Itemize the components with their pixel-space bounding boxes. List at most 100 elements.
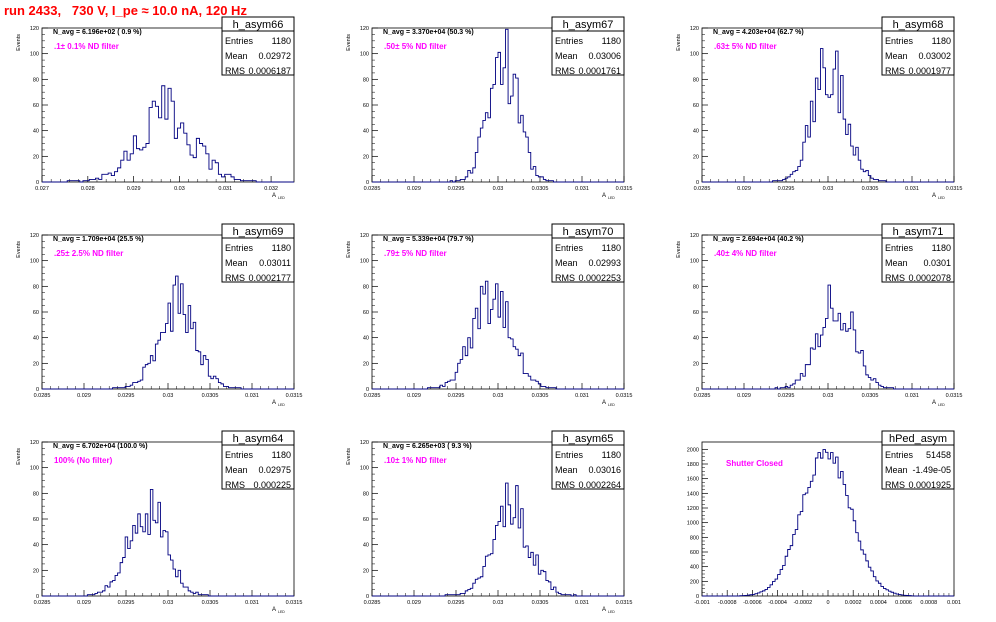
stats-value: 0.03006 (588, 51, 621, 61)
panel-hPed_asym: 0 200 400 600 800 1000 1200 1400 1600 1800 2000 -0.… (687, 430, 961, 606)
x-axis-label: A (602, 193, 606, 199)
y-axis-label: Events (346, 448, 352, 465)
stats-label: Mean (885, 51, 908, 61)
x-axis-subscript: LED (278, 196, 285, 200)
panel-h_asym65: 0 20 40 60 80 100 120 0.0285 0.029 0.0295 0.03 0.03… (346, 430, 632, 614)
stats-label: RMS (555, 273, 575, 283)
stats-label: Entries (885, 36, 914, 46)
x-axis-subscript: LED (608, 196, 615, 200)
y-tick-label: 20 (693, 361, 699, 367)
x-tick-label: 0.03 (174, 186, 185, 192)
x-tick-label: 0.031 (575, 393, 589, 399)
y-tick-label: 60 (33, 310, 39, 316)
histogram-line (372, 482, 624, 597)
x-axis-label: A (272, 400, 276, 406)
stats-label: Mean (885, 465, 908, 475)
stats-value: 0.0001977 (908, 66, 951, 76)
stats-label: Entries (225, 243, 254, 253)
stats-label: Mean (225, 51, 248, 61)
stats-label: RMS (885, 480, 905, 490)
y-tick-label: 20 (363, 568, 369, 574)
y-tick-label: 100 (360, 466, 369, 472)
x-tick-label: 0.03 (823, 393, 834, 399)
stats-label: RMS (555, 480, 575, 490)
stats-value: 1180 (602, 243, 621, 253)
stats-box (221, 430, 295, 490)
y-tick-label: 100 (30, 52, 39, 58)
y-tick-label: 1200 (687, 506, 699, 512)
y-axis-label: Events (16, 241, 22, 258)
x-tick-label: 0.0305 (202, 393, 219, 399)
filter-label: .50± 5% ND filter (384, 42, 447, 51)
y-tick-label: 60 (363, 517, 369, 523)
stats-title: h_asym65 (563, 433, 614, 445)
x-tick-label: 0.0315 (616, 393, 633, 399)
y-tick-label: 80 (693, 77, 699, 83)
y-axis-label: Events (16, 34, 22, 51)
y-tick-label: 1400 (687, 491, 699, 497)
histogram-line (372, 28, 624, 183)
stats-value: 0.0001925 (908, 480, 951, 490)
x-axis-subscript: LED (278, 403, 285, 407)
x-tick-label: 0.03 (493, 186, 504, 192)
stats-label: Entries (885, 450, 914, 460)
x-tick-label: -0.0006 (743, 600, 762, 606)
stats-box (881, 16, 955, 76)
y-tick-label: 20 (33, 568, 39, 574)
x-tick-label: 0.0305 (532, 600, 549, 606)
navg-label: N_avg = 6.196e+02 ( 0.9 %) (53, 29, 142, 36)
x-tick-label: 0.028 (81, 186, 95, 192)
x-tick-label: 0.031 (905, 186, 919, 192)
stats-box (221, 223, 295, 283)
stats-title: hPed_asym (889, 433, 947, 445)
stats-title: h_asym69 (233, 226, 284, 238)
stats-label: RMS (225, 480, 245, 490)
y-tick-label: 20 (693, 154, 699, 160)
stats-title: h_asym68 (893, 19, 944, 31)
stats-value: 0.02972 (258, 51, 291, 61)
x-tick-label: 0.0295 (448, 186, 465, 192)
y-tick-label: 1000 (687, 521, 699, 527)
y-tick-label: 120 (360, 26, 369, 32)
y-tick-label: 120 (30, 26, 39, 32)
histogram-line (702, 449, 954, 597)
x-tick-label: 0.0305 (202, 600, 219, 606)
stats-label: Mean (555, 51, 578, 61)
y-tick-label: 120 (360, 440, 369, 446)
x-tick-label: 0.029 (407, 186, 421, 192)
stats-value: 1180 (272, 243, 291, 253)
navg-label: N_avg = 2.694e+04 (40.2 %) (713, 236, 804, 243)
x-axis-label: A (602, 607, 606, 613)
stats-title: h_asym67 (563, 19, 614, 31)
histogram-line (702, 48, 954, 183)
y-tick-label: 400 (690, 565, 699, 571)
y-tick-label: 1800 (687, 462, 699, 468)
x-tick-label: 0.0315 (286, 393, 303, 399)
y-tick-label: 0 (366, 594, 369, 600)
x-tick-label: 0.03 (163, 393, 174, 399)
y-axis-label: Events (676, 241, 682, 258)
x-tick-label: 0.0006 (895, 600, 912, 606)
x-axis-label: A (932, 193, 936, 199)
x-axis-label: A (932, 400, 936, 406)
stats-value: 0.03002 (918, 51, 951, 61)
y-tick-label: 40 (363, 336, 369, 342)
y-tick-label: 40 (693, 336, 699, 342)
panel-h_asym70: 0 20 40 60 80 100 120 0.0285 0.029 0.0295 0.03 0.03… (346, 223, 633, 407)
y-tick-label: 120 (690, 233, 699, 239)
navg-label: N_avg = 1.709e+04 (25.5 %) (53, 236, 144, 243)
y-tick-label: 100 (30, 259, 39, 265)
y-tick-label: 40 (33, 129, 39, 135)
panel-h_asym69: 0 20 40 60 80 100 120 0.0285 0.029 0.0295 0.03 0.03… (16, 223, 303, 407)
stats-value: 0.0002264 (578, 480, 621, 490)
y-tick-label: 0 (36, 180, 39, 186)
histogram-line (42, 275, 294, 390)
y-tick-label: 80 (363, 284, 369, 290)
y-tick-label: 1600 (687, 477, 699, 483)
x-tick-label: 0.0295 (448, 393, 465, 399)
x-tick-label: 0.0008 (920, 600, 937, 606)
stats-value: 0.0006187 (248, 66, 291, 76)
run-title: run 2433, 730 V, I_pe ≈ 10.0 nA, 120 Hz (4, 3, 247, 18)
x-tick-label: 0.0305 (532, 186, 549, 192)
histogram-line (42, 489, 294, 597)
